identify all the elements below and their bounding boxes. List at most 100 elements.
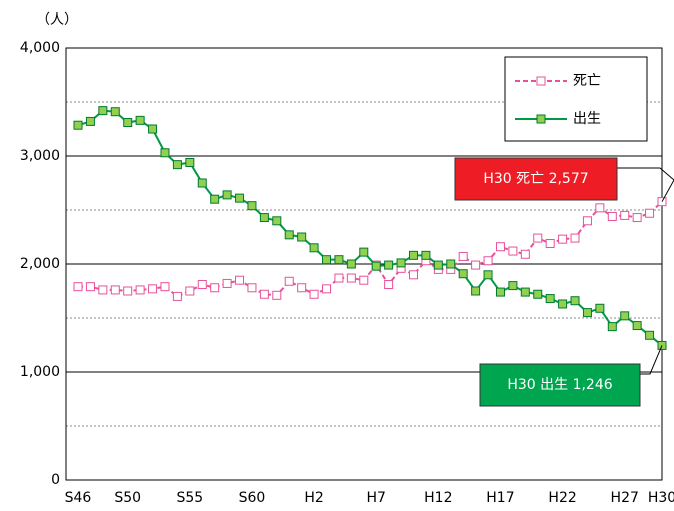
point-marker [408, 270, 418, 280]
point-marker [520, 287, 530, 297]
point-marker [297, 232, 307, 242]
point-marker [620, 210, 630, 220]
point-marker [185, 286, 195, 296]
annotation-text: H30 出生 1,246 [507, 377, 612, 393]
point-marker [309, 289, 319, 299]
x-tick-label: H27 [611, 490, 639, 506]
point-marker [458, 269, 468, 279]
point-marker [98, 285, 108, 295]
point-marker [160, 282, 170, 292]
point-marker [645, 330, 655, 340]
annotation-box [454, 157, 618, 201]
point-marker [123, 286, 133, 296]
annotation-text: H30 死亡 2,577 [483, 171, 588, 187]
point-marker [297, 283, 307, 293]
point-marker [322, 255, 332, 265]
point-marker [110, 285, 120, 295]
y-tick-label: 1,000 [20, 364, 60, 380]
point-marker [558, 234, 568, 244]
unit-label: （人） [36, 12, 78, 28]
point-marker [408, 250, 418, 260]
x-tick-label: H2 [304, 490, 323, 506]
point-marker [284, 276, 294, 286]
point-marker [483, 256, 493, 266]
point-marker [607, 322, 617, 332]
point-marker [73, 282, 83, 292]
point-marker [309, 243, 319, 253]
point-marker [595, 203, 605, 213]
point-marker [359, 275, 369, 285]
x-tick-label: S50 [114, 490, 141, 506]
legend-marker [536, 76, 546, 86]
point-marker [148, 284, 158, 294]
callout-line [617, 167, 674, 202]
point-marker [259, 213, 269, 223]
legend-marker [536, 114, 546, 124]
point-marker [247, 201, 257, 211]
point-marker [421, 250, 431, 260]
point-marker [495, 242, 505, 252]
point-marker [98, 106, 108, 116]
point-marker [607, 211, 617, 221]
point-marker [508, 246, 518, 256]
point-marker [334, 273, 344, 283]
plot-border [65, 47, 663, 481]
point-marker [570, 233, 580, 243]
point-marker [172, 291, 182, 301]
point-marker [520, 249, 530, 259]
point-marker [284, 230, 294, 240]
point-marker [259, 289, 269, 299]
y-tick-label: 0 [51, 472, 60, 488]
point-marker [235, 275, 245, 285]
point-marker [595, 303, 605, 313]
point-marker [384, 260, 394, 270]
x-tick-label: H22 [548, 490, 576, 506]
point-marker [185, 157, 195, 167]
point-marker [495, 287, 505, 297]
series-line [77, 109, 663, 347]
point-marker [73, 120, 83, 130]
legend-label: 出生 [573, 111, 601, 127]
point-marker [396, 258, 406, 268]
point-marker [570, 296, 580, 306]
point-marker [322, 284, 332, 294]
annotation-box [479, 363, 641, 407]
point-marker [582, 216, 592, 226]
point-marker [222, 190, 232, 200]
point-marker [632, 321, 642, 331]
point-marker [483, 270, 493, 280]
point-marker [85, 282, 95, 292]
callout-line [640, 345, 663, 375]
point-marker [582, 308, 592, 318]
point-marker [110, 107, 120, 117]
point-marker [272, 290, 282, 300]
point-marker [160, 148, 170, 158]
point-marker [645, 208, 655, 218]
point-marker [172, 160, 182, 170]
point-marker [545, 238, 555, 248]
point-marker [334, 255, 344, 265]
point-marker [222, 278, 232, 288]
legend-label: 死亡 [573, 73, 601, 89]
point-marker [508, 281, 518, 291]
point-marker [533, 233, 543, 243]
point-marker [210, 283, 220, 293]
legend-box [504, 56, 648, 142]
x-tick-label: H17 [486, 490, 514, 506]
x-tick-label: S60 [239, 490, 266, 506]
point-marker [197, 280, 207, 290]
point-marker [123, 118, 133, 128]
point-marker [235, 193, 245, 203]
point-marker [197, 178, 207, 188]
point-marker [446, 259, 456, 269]
y-tick-label: 3,000 [20, 148, 60, 164]
point-marker [247, 283, 257, 293]
y-tick-label: 4,000 [20, 40, 60, 56]
point-marker [471, 286, 481, 296]
point-marker [545, 294, 555, 304]
point-marker [458, 251, 468, 261]
point-marker [632, 213, 642, 223]
point-marker [433, 260, 443, 270]
y-tick-label: 2,000 [20, 256, 60, 272]
point-marker [620, 311, 630, 321]
